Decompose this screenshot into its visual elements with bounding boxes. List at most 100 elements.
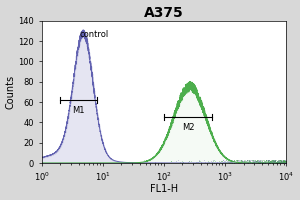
Point (196, 161, 200, 164)
Title: A375: A375 (144, 6, 184, 20)
Point (212, 159, 217, 162)
Point (273, 161, 278, 164)
Point (276, 160, 281, 164)
Point (280, 159, 285, 162)
Point (196, 161, 201, 164)
Point (267, 160, 272, 163)
Point (280, 160, 285, 163)
Point (278, 161, 283, 164)
Point (266, 161, 271, 164)
Point (277, 160, 281, 163)
Point (252, 160, 257, 163)
Point (261, 161, 266, 164)
Point (282, 159, 286, 163)
Point (277, 159, 282, 162)
Point (272, 159, 277, 162)
X-axis label: FL1-H: FL1-H (150, 184, 178, 194)
Point (269, 159, 274, 162)
Point (244, 160, 249, 163)
Point (269, 159, 274, 162)
Point (263, 159, 268, 162)
Point (247, 160, 251, 163)
Point (212, 161, 216, 165)
Point (279, 161, 283, 164)
Point (278, 159, 283, 162)
Point (276, 159, 281, 162)
Point (247, 159, 251, 162)
Point (246, 161, 250, 164)
Point (238, 161, 243, 164)
Point (257, 159, 262, 162)
Point (271, 161, 276, 164)
Point (236, 159, 240, 162)
Point (234, 159, 239, 162)
Point (283, 160, 287, 163)
Point (245, 159, 250, 162)
Point (243, 158, 248, 162)
Point (278, 159, 283, 162)
Point (270, 161, 274, 164)
Point (226, 159, 231, 162)
Point (248, 161, 252, 164)
Point (278, 159, 283, 162)
Point (244, 159, 249, 162)
Point (258, 160, 262, 163)
Point (244, 159, 249, 162)
Point (253, 159, 258, 162)
Point (262, 161, 266, 164)
Point (256, 161, 261, 164)
Point (244, 159, 249, 162)
Point (281, 159, 286, 162)
Point (207, 161, 212, 164)
Point (223, 159, 228, 162)
Point (246, 159, 251, 162)
Point (268, 160, 273, 163)
Point (282, 159, 287, 162)
Point (281, 159, 286, 162)
Point (260, 159, 264, 162)
Point (248, 161, 252, 164)
Point (234, 160, 239, 163)
Point (260, 159, 264, 162)
Point (239, 159, 244, 162)
Point (281, 159, 286, 163)
Point (272, 161, 276, 165)
Point (270, 161, 275, 164)
Point (281, 161, 286, 164)
Point (283, 160, 288, 163)
Point (270, 161, 274, 164)
Point (260, 160, 265, 163)
Point (261, 158, 266, 162)
Point (257, 160, 262, 164)
Point (228, 161, 232, 164)
Point (229, 160, 234, 163)
Point (267, 161, 272, 164)
Point (266, 158, 271, 162)
Point (236, 160, 240, 164)
Point (280, 161, 284, 164)
Point (229, 159, 234, 162)
Point (248, 160, 253, 163)
Point (275, 161, 280, 164)
Point (272, 159, 277, 163)
Point (234, 160, 239, 164)
Point (269, 159, 274, 163)
Point (281, 160, 286, 163)
Point (236, 161, 241, 165)
Point (246, 161, 251, 164)
Point (232, 161, 237, 164)
Point (247, 159, 252, 162)
Point (281, 161, 286, 164)
Point (220, 158, 225, 162)
Point (279, 160, 284, 164)
Point (226, 160, 231, 164)
Text: M1: M1 (72, 106, 85, 115)
Point (256, 160, 261, 163)
Point (270, 159, 275, 163)
Point (250, 159, 255, 162)
Point (265, 160, 269, 163)
Point (251, 158, 256, 162)
Point (236, 161, 240, 164)
Point (241, 160, 246, 163)
Point (254, 160, 259, 163)
